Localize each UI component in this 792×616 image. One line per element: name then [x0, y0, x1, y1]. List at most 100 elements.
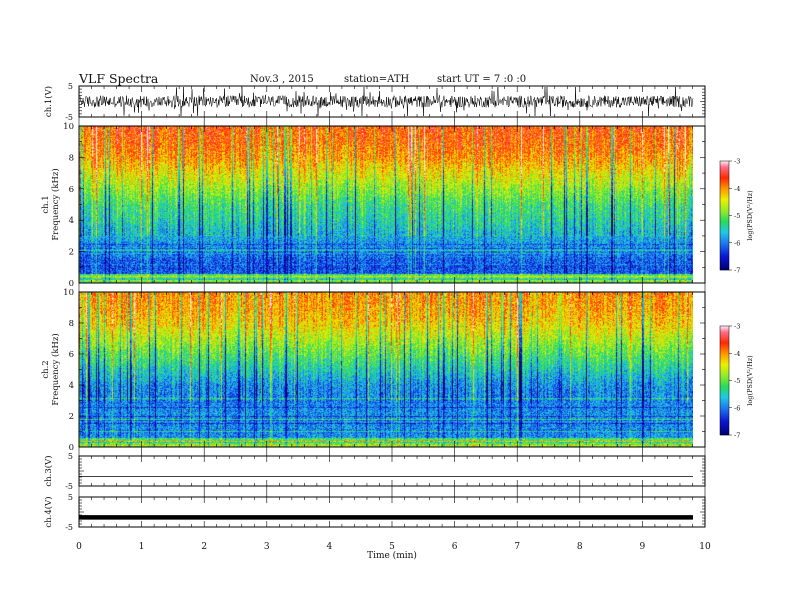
cbar1-swatch — [720, 222, 729, 224]
cbar2-swatch — [720, 359, 729, 361]
cbar1-swatch — [720, 161, 729, 163]
cbar2-swatch — [720, 404, 729, 406]
cbar1-swatch — [720, 183, 729, 185]
cbar1-swatch — [720, 213, 729, 215]
cbar2-swatch — [720, 378, 729, 380]
cbar1-swatch — [720, 245, 729, 247]
cbar1-swatch — [720, 197, 729, 199]
cbar1-swatch — [720, 252, 729, 254]
cbar2-swatch — [720, 350, 729, 352]
cbar2-swatch — [720, 423, 729, 425]
cbar2-swatch — [720, 380, 729, 382]
cbar1-swatch — [720, 258, 729, 260]
spec1-channel-label: ch.1 — [41, 195, 51, 213]
cbar1-swatch — [720, 196, 729, 198]
cbar1-swatch — [720, 218, 729, 220]
cbar1-swatch — [720, 227, 729, 229]
cbar1-swatch — [720, 230, 729, 232]
cbar2-swatch — [720, 347, 729, 349]
cbar2-swatch — [720, 336, 729, 338]
cbar2-swatch — [720, 428, 729, 430]
cbar2-swatch — [720, 360, 729, 362]
cbar2-swatch — [720, 392, 729, 394]
cbar2-swatch — [720, 429, 729, 431]
cbar1-swatch — [720, 194, 729, 196]
cbar1-swatch — [720, 184, 729, 186]
spec2-freq-tick-label: 2 — [69, 412, 74, 422]
cbar1-swatch — [720, 199, 729, 201]
cbar2-swatch — [720, 389, 729, 391]
cbar1-swatch — [720, 172, 729, 174]
spec2-frequency-axis-label: Frequency (kHz) — [50, 333, 61, 405]
cbar2-swatch — [720, 348, 729, 350]
cbar1-swatch — [720, 206, 729, 208]
spec1-freq-tick-label: 10 — [63, 122, 74, 132]
ch4-tick-top: 5 — [68, 493, 73, 502]
cbar1-swatch — [720, 198, 729, 200]
cbar2-swatch — [720, 397, 729, 399]
spec1-freq-tick-label: 2 — [69, 248, 74, 258]
cbar1-swatch — [720, 268, 729, 270]
cbar2-swatch — [720, 393, 729, 395]
cbar1-swatch — [720, 249, 729, 251]
cbar2-swatch — [720, 390, 729, 392]
cbar1-swatch — [720, 250, 729, 252]
cbar1-swatch — [720, 242, 729, 244]
cbar2-swatch — [720, 328, 729, 330]
cbar1-swatch — [720, 231, 729, 233]
cbar1-swatch — [720, 205, 729, 207]
ch2-spectrogram — [79, 292, 693, 447]
time-tick-label: 5 — [389, 542, 395, 552]
cbar2-swatch — [720, 333, 729, 335]
cbar1-swatch — [720, 185, 729, 187]
cbar2-swatch — [720, 426, 729, 428]
cbar2-swatch — [720, 417, 729, 419]
cbar1-swatch — [720, 201, 729, 203]
cbar2-swatch — [720, 343, 729, 345]
cbar2-swatch — [720, 357, 729, 359]
cbar2-swatch — [720, 396, 729, 398]
cbar2-swatch — [720, 377, 729, 379]
cbar1-swatch — [720, 181, 729, 183]
cbar1-swatch — [720, 257, 729, 259]
ch1-spectrogram — [79, 126, 693, 283]
cbar2-swatch — [720, 434, 729, 436]
cbar2-swatch — [720, 432, 729, 434]
cbar2-swatch — [720, 345, 729, 347]
cbar1-swatch — [720, 211, 729, 213]
cbar1-swatch — [720, 215, 729, 217]
cbar1-swatch — [720, 263, 729, 265]
cbar2-swatch — [720, 370, 729, 372]
cbar1-swatch — [720, 208, 729, 210]
cbar1-swatch — [720, 254, 729, 256]
cbar2-swatch — [720, 381, 729, 383]
cbar1-tick-label: -6 — [734, 239, 740, 247]
cbar2-label: log(PSD(V²/Hz) — [746, 355, 754, 406]
cbar2-swatch — [720, 326, 729, 328]
time-tick-label: 8 — [577, 542, 583, 552]
spec2-freq-tick-label: 4 — [69, 381, 74, 391]
cbar1-swatch — [720, 163, 729, 165]
cbar1-swatch — [720, 177, 729, 179]
cbar1-swatch — [720, 182, 729, 184]
cbar2-swatch — [720, 382, 729, 384]
spec2-channel-label: ch.2 — [41, 360, 51, 378]
cbar1-swatch — [720, 165, 729, 167]
cbar1-swatch — [720, 204, 729, 206]
cbar2-swatch — [720, 341, 729, 343]
cbar1-swatch — [720, 259, 729, 261]
cbar2-tick-label: -5 — [734, 377, 740, 385]
cbar2-swatch — [720, 335, 729, 337]
cbar2-swatch — [720, 387, 729, 389]
ch1-axis-label: ch.1(V) — [43, 86, 54, 117]
time-tick-label: 0 — [76, 542, 82, 552]
cbar2-tick-label: -4 — [734, 350, 740, 358]
cbar2-swatch — [720, 342, 729, 344]
cbar2-swatch — [720, 330, 729, 332]
cbar2-swatch — [720, 369, 729, 371]
cbar1-swatch — [720, 162, 729, 164]
cbar2-swatch — [720, 372, 729, 374]
cbar1-tick-label: -5 — [734, 212, 740, 220]
cbar2-swatch — [720, 401, 729, 403]
cbar2-swatch — [720, 331, 729, 333]
